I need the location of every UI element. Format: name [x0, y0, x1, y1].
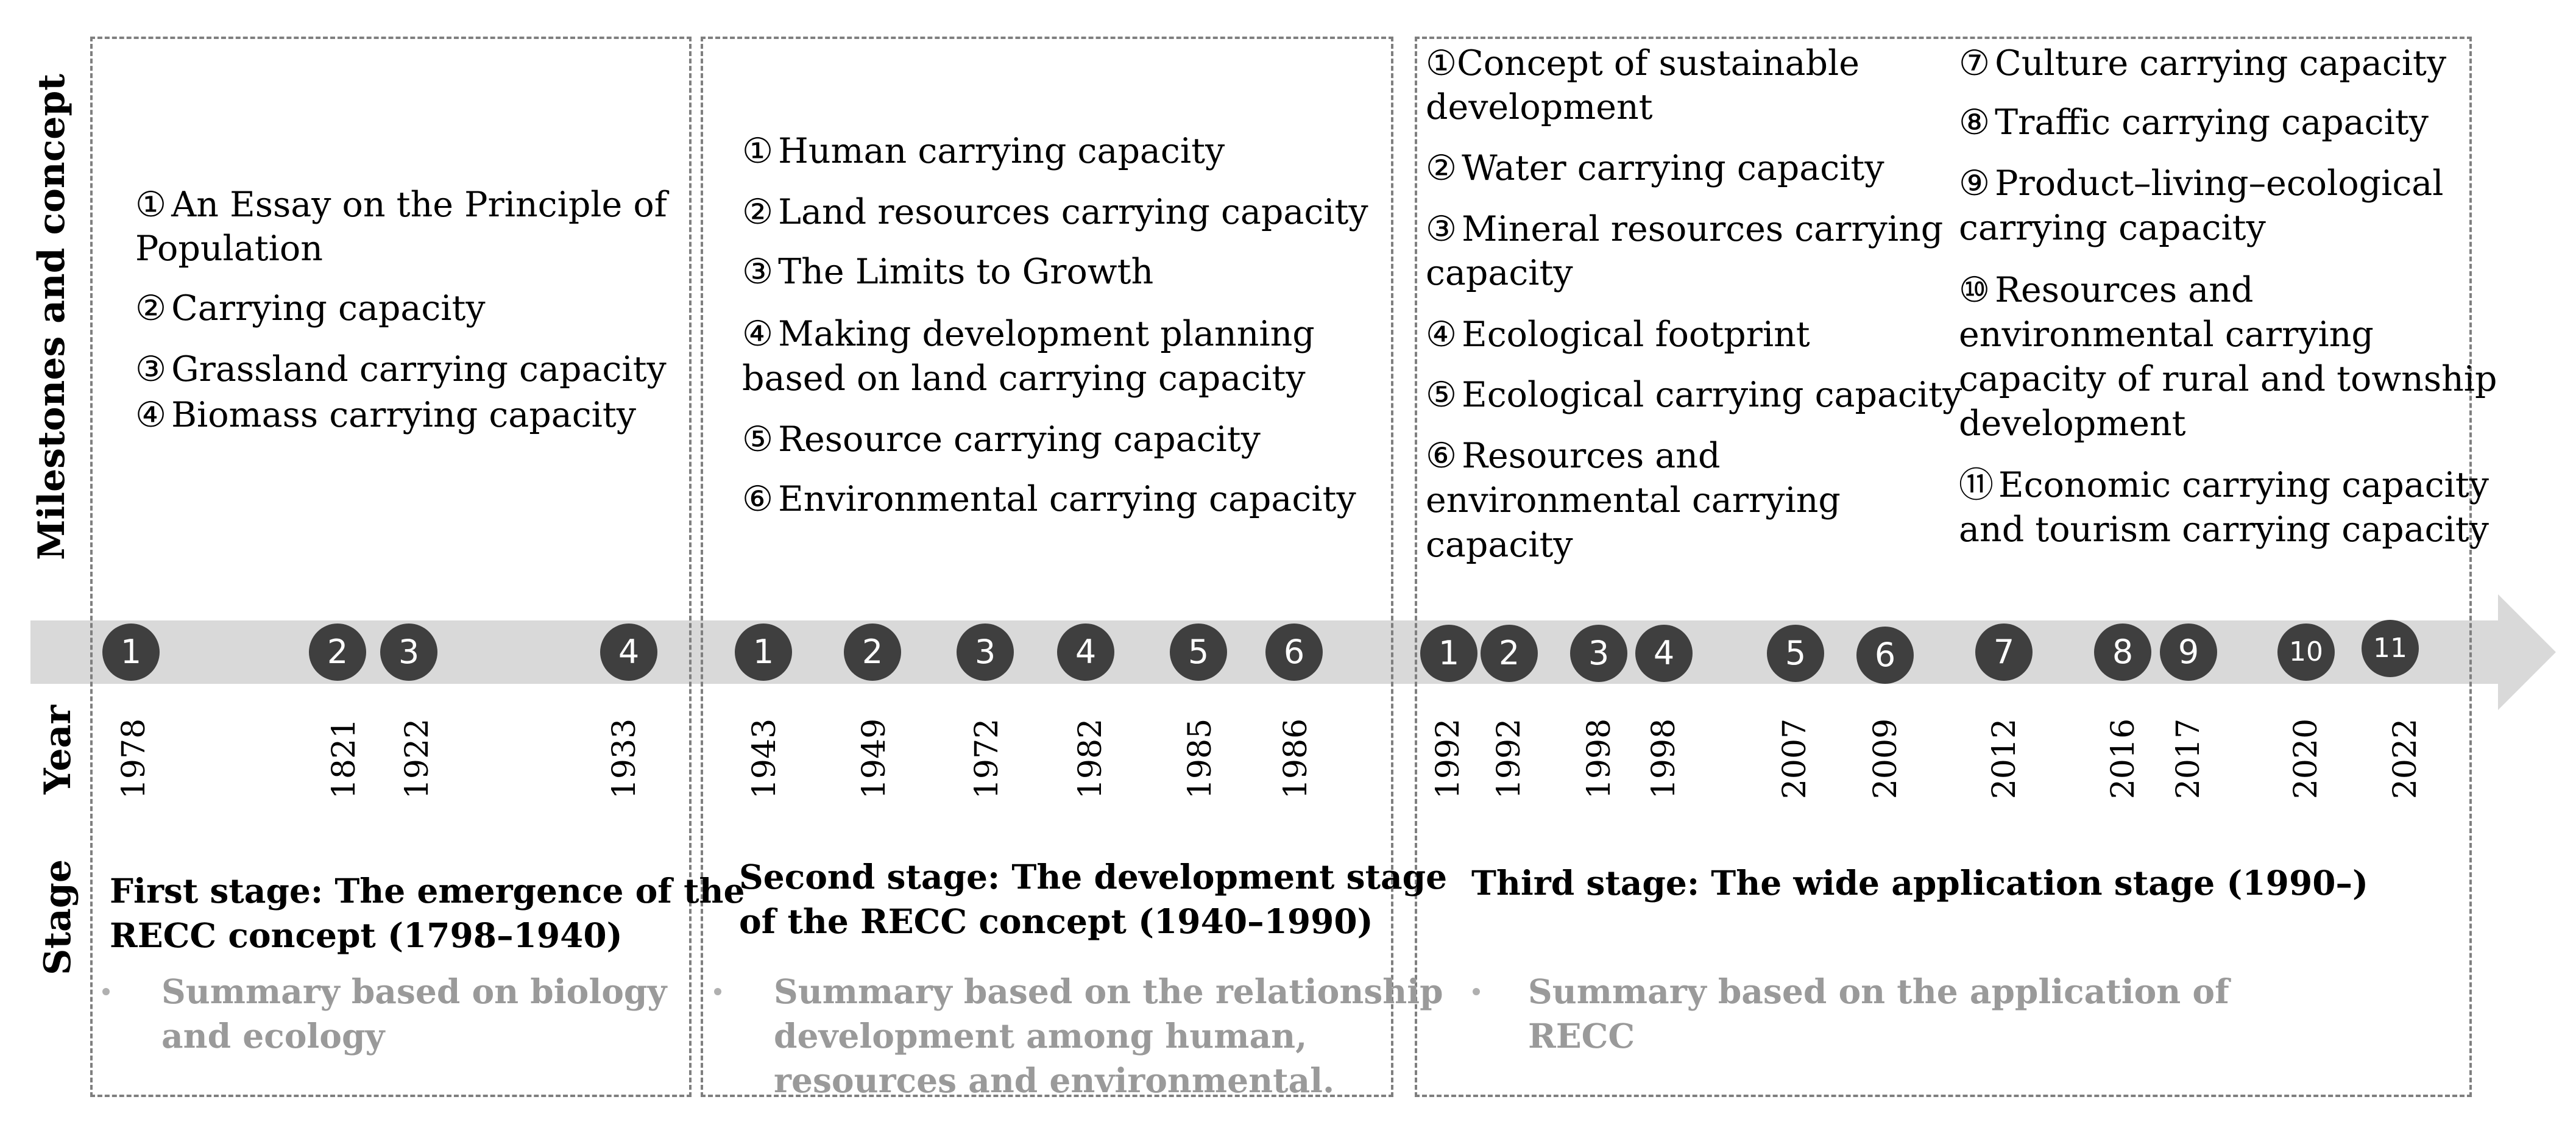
- stage3-concept-item: ①Concept of sustainable: [1426, 43, 1859, 83]
- stage2-concept-item: ⑤ Resource carrying capacity: [742, 419, 1261, 460]
- timeline-marker: 7: [1975, 624, 2033, 681]
- timeline-year: 2022: [2387, 718, 2424, 800]
- timeline-marker: 2: [309, 624, 366, 681]
- timeline-marker: 5: [1170, 624, 1227, 681]
- timeline-marker: 9: [2160, 624, 2217, 681]
- stage3-concept-item: development: [1426, 87, 1653, 127]
- timeline-marker: 4: [1057, 624, 1114, 681]
- timeline-year: 1982: [1072, 718, 1109, 800]
- timeline-marker: 3: [380, 624, 437, 681]
- timeline-year: 1972: [969, 718, 1005, 800]
- stage2-concept-item: ② Land resources carrying capacity: [742, 192, 1368, 232]
- stage1-concept-item: ③ Grassland carrying capacity: [135, 349, 667, 389]
- timeline-year: 1949: [856, 718, 893, 800]
- stage1-title: First stage: The emergence of the RECC c…: [110, 871, 745, 955]
- stage2-concept-item: based on land carrying capacity: [742, 358, 1306, 399]
- stage3-concept-item: ③ Mineral resources carrying: [1426, 209, 1944, 249]
- timeline-year: 1985: [1182, 718, 1219, 800]
- stage3-concept-item: ⑩ Resources and: [1959, 270, 2254, 310]
- stage1-summary: Summary based on biology and ecology: [161, 972, 667, 1056]
- stage3-concept-item: ② Water carrying capacity: [1426, 148, 1884, 188]
- stage2-concept-item: ① Human carrying capacity: [742, 131, 1225, 171]
- stage2-title: Second stage: The development stage of t…: [739, 857, 1448, 941]
- stage3-concept-item: ⑪ Economic carrying capacity: [1959, 465, 2489, 505]
- timeline-year: 2016: [2105, 718, 2142, 800]
- timeline-year: 1978: [116, 718, 152, 800]
- timeline-year: 1998: [1646, 718, 1682, 800]
- timeline-marker: 2: [844, 624, 901, 681]
- timeline-marker: 6: [1265, 624, 1323, 681]
- stage3-concept-item: ⑦ Culture carrying capacity: [1959, 43, 2447, 83]
- stage3-concept-item: capacity: [1426, 525, 1573, 565]
- stage3-concept-item: and tourism carrying capacity: [1959, 510, 2489, 550]
- stage2-concept-item: ③ The Limits to Growth: [742, 252, 1154, 292]
- timeline-marker: 8: [2094, 624, 2151, 681]
- stage3-concept-item: ⑤ Ecological carrying capacity: [1426, 375, 1962, 415]
- timeline-marker: 4: [1635, 625, 1693, 682]
- timeline-marker: 5: [1767, 625, 1824, 682]
- stage3-concept-item: ⑨ Product–living–ecological: [1959, 163, 2444, 204]
- stage3-title: Third stage: The wide application stage …: [1471, 863, 2369, 903]
- stage3-panel: [1415, 37, 2472, 1097]
- timeline-year: 1992: [1430, 718, 1467, 800]
- timeline-year: 2012: [1986, 718, 2023, 800]
- stage1-concept-item: ④ Biomass carrying capacity: [135, 395, 636, 435]
- stage1-concept-item: ② Carrying capacity: [135, 288, 486, 329]
- timeline-marker: 10: [2277, 624, 2335, 681]
- timeline-marker: 11: [2362, 620, 2419, 677]
- stage3-concept-item: ④ Ecological footprint: [1426, 314, 1810, 355]
- stage2-concept-item: ⑥ Environmental carrying capacity: [742, 479, 1356, 519]
- stage1-concept-item: Population: [135, 229, 323, 269]
- stage3-concept-item: ⑧ Traffic carrying capacity: [1959, 102, 2429, 143]
- timeline-year: 1998: [1581, 718, 1618, 800]
- timeline-marker: 1: [102, 624, 160, 681]
- summary-bullet: [1473, 988, 1480, 995]
- stage2-panel: [701, 37, 1393, 1097]
- timeline-year: 1933: [606, 718, 643, 800]
- stage3-concept-item: development: [1959, 403, 2186, 444]
- timeline-year: 2017: [2170, 718, 2207, 800]
- timeline-year: 2007: [1777, 718, 1813, 800]
- stage3-concept-item: capacity: [1426, 253, 1573, 293]
- stage3-concept-item: capacity of rural and township: [1959, 359, 2497, 399]
- stage3-concept-item: environmental carrying: [1426, 480, 1841, 520]
- stage3-concept-item: carrying capacity: [1959, 208, 2266, 248]
- timeline-marker: 1: [735, 624, 792, 681]
- summary-bullet: [102, 988, 110, 995]
- stage2-concept-item: ④ Making development planning: [742, 314, 1315, 354]
- timeline-year: 2009: [1867, 718, 1904, 800]
- stage3-summary: Summary based on the application of RECC: [1528, 972, 2229, 1056]
- timeline-marker: 3: [1570, 625, 1627, 682]
- timeline-marker: 1: [1420, 625, 1477, 682]
- stage3-concept-item: ⑥ Resources and: [1426, 436, 1721, 476]
- timeline-marker: 4: [600, 624, 657, 681]
- timeline-year: 1922: [399, 718, 436, 800]
- timeline-year: 2020: [2288, 718, 2324, 800]
- summary-bullet: [714, 988, 721, 995]
- timeline-year: 1992: [1491, 718, 1527, 800]
- stage1-panel: [90, 37, 692, 1097]
- timeline-marker: 6: [1856, 627, 1914, 684]
- stage2-summary: Summary based on the relationship develo…: [774, 972, 1443, 1100]
- stage3-concept-item: environmental carrying: [1959, 314, 2374, 355]
- timeline-year: 1943: [746, 718, 783, 800]
- stage1-concept-item: ① An Essay on the Principle of: [135, 185, 667, 225]
- timeline-marker: 3: [957, 624, 1014, 681]
- timeline-year: 1986: [1278, 718, 1314, 800]
- timeline-marker: 2: [1481, 625, 1538, 682]
- timeline-year: 1821: [326, 718, 363, 800]
